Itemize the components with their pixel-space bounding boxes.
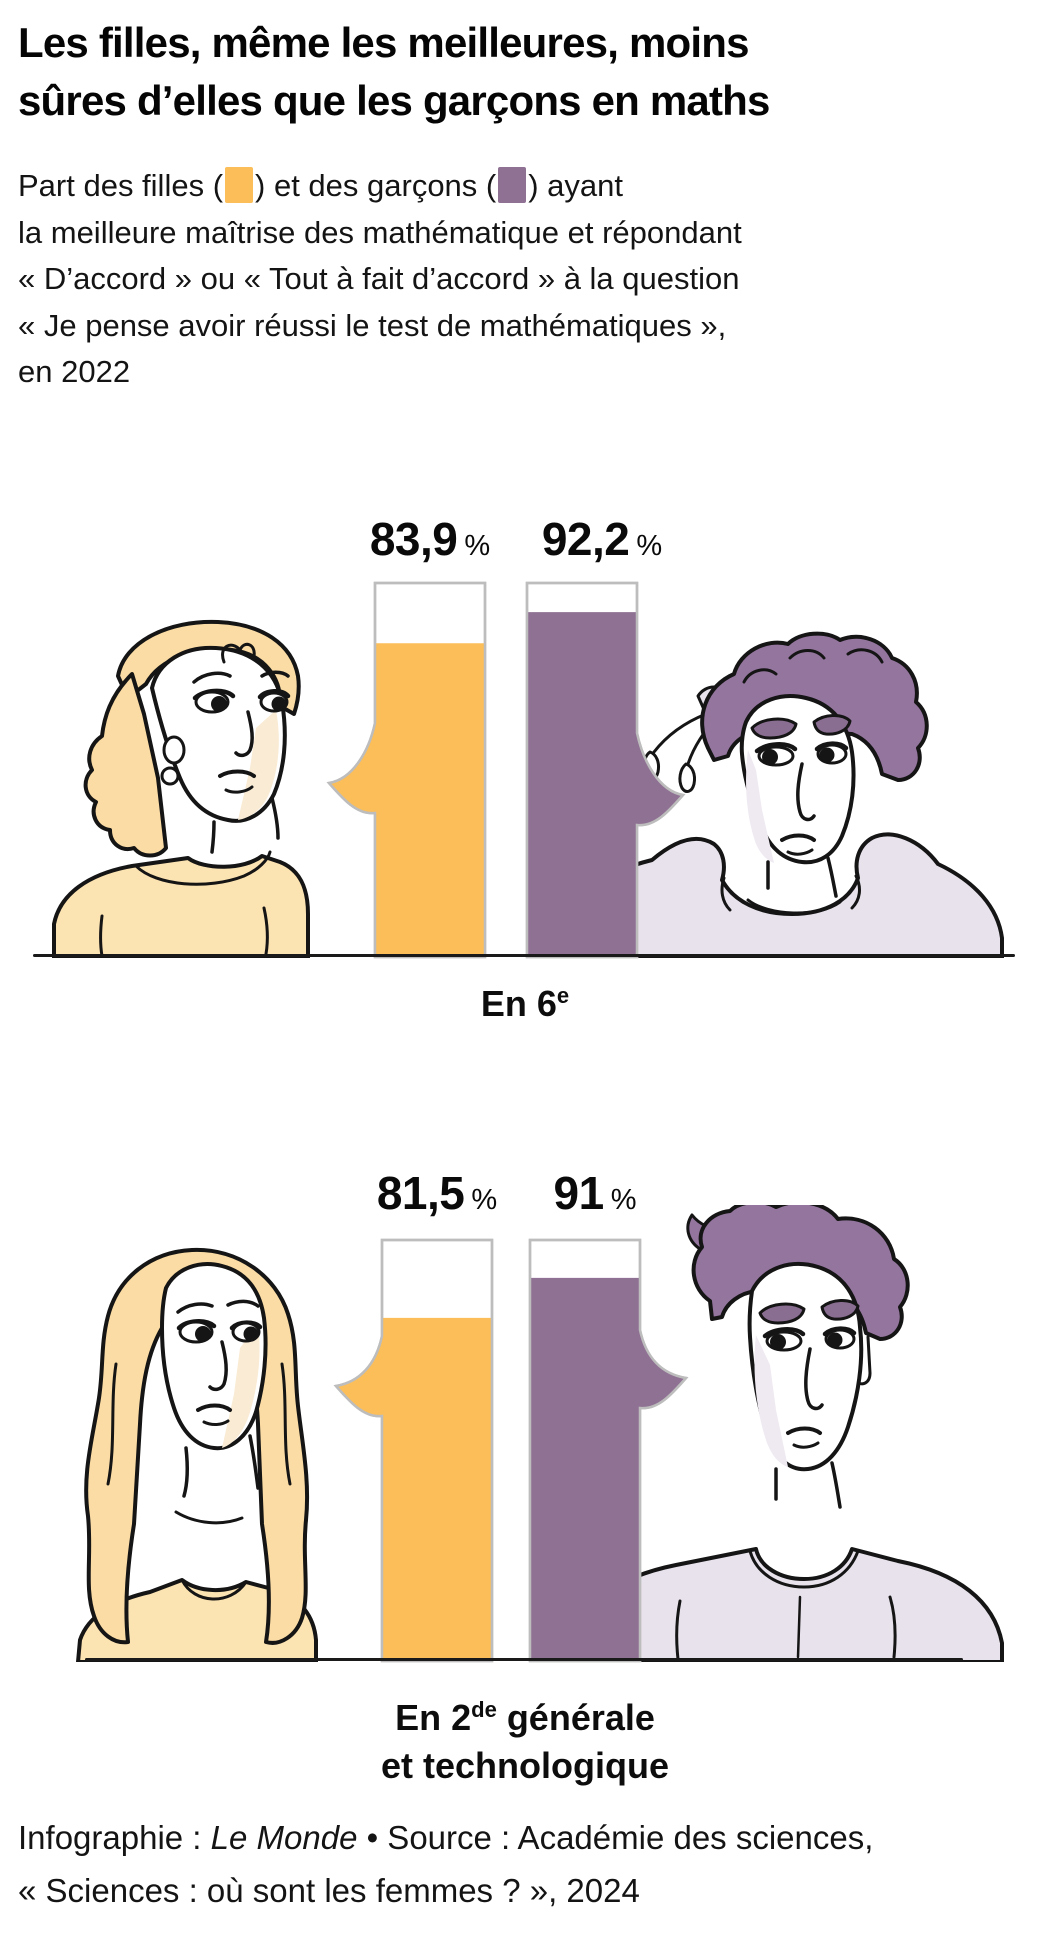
girl1-earring: [160, 766, 180, 786]
subtitle-text: ) ayant: [528, 168, 624, 203]
title-line2: sûres d’elles que les garçons en maths: [18, 76, 770, 124]
label-text: En 6: [480, 983, 557, 1024]
footer-text: • Source : Académie des sciences,: [357, 1819, 874, 1856]
girl1-pupil: [271, 696, 287, 712]
boy2-pupil: [770, 1334, 786, 1350]
legend-swatch-garcons: [498, 167, 527, 203]
footer-line1: Infographie : Le Monde • Source : Académ…: [18, 1812, 1030, 1865]
bar-filles-6e: [326, 581, 487, 959]
value-number: 83,9: [369, 513, 458, 565]
label-text: En 2: [395, 1697, 472, 1738]
girl2-face: [160, 1262, 268, 1451]
boy1-torso-hoodie: [554, 832, 1004, 958]
value-filles-6e: 83,9%: [330, 512, 530, 566]
label-text: générale: [496, 1697, 655, 1738]
girl1-features: [192, 642, 291, 854]
value-number: 92,2: [541, 513, 630, 565]
girl2-features: [174, 1299, 263, 1525]
boy-illustration-2de: [568, 1205, 1004, 1662]
value-garcons-2de: 91%: [495, 1166, 695, 1220]
bar-fill-garcons: [530, 1277, 686, 1661]
girl-illustration-2de: [76, 1247, 318, 1662]
boy-illustration-6e: [554, 631, 1004, 958]
boy1-features: [750, 714, 852, 898]
girl1-face: [150, 645, 287, 823]
footer-source-name: Le Monde: [210, 1819, 358, 1856]
percent-sign: %: [636, 530, 663, 562]
boy2-torso-tee: [568, 1547, 1004, 1662]
drawstring-aglet: [678, 762, 696, 793]
bar-garcons-2de: [528, 1238, 689, 1663]
subtitle-line4: « Je pense avoir réussi le test de mathé…: [18, 307, 727, 343]
boy2-pupil: [827, 1332, 843, 1348]
baseline-2de: [85, 1658, 963, 1661]
value-number: 91: [553, 1167, 605, 1219]
boy1-pupil: [819, 747, 835, 763]
girl1-torso-hoodie: [52, 850, 310, 958]
girl1-pupil: [211, 696, 227, 712]
value-number: 81,5: [376, 1167, 465, 1219]
label-sup: de: [471, 1697, 497, 1722]
category-label-6e: En 6e: [0, 980, 1050, 1028]
bar-garcons-6e: [525, 581, 686, 959]
girl2-pupil: [195, 1326, 211, 1342]
percent-sign: %: [610, 1184, 637, 1216]
subtitle-line1: Part des filles ( ) et des garçons ( ) aya…: [18, 160, 1030, 210]
subtitle-text: ) et des garçons (: [255, 168, 497, 203]
bar-fill-filles: [336, 1317, 492, 1661]
chart-subtitle: Part des filles ( ) et des garçons ( ) aya…: [18, 160, 1030, 396]
label-sup: e: [556, 983, 570, 1008]
value-garcons-6e: 92,2%: [502, 512, 702, 566]
category-label-2de: En 2de générale et technologique: [0, 1694, 1050, 1789]
girl2-pupil: [243, 1326, 259, 1342]
subtitle-line3: « D’accord » ou « Tout à fait d’accord »…: [18, 261, 740, 296]
bar-filles-2de: [333, 1238, 494, 1663]
baseline-6e: [33, 954, 1015, 957]
label-line2: et technologique: [381, 1744, 669, 1786]
legend-swatch-filles: [225, 167, 254, 203]
percent-sign: %: [464, 530, 491, 562]
boy1-pupil: [762, 749, 778, 765]
percent-sign: %: [471, 1184, 498, 1216]
footer-credit: Infographie : Le Monde • Source : Académ…: [18, 1812, 1030, 1918]
value-filles-2de: 81,5%: [337, 1166, 537, 1220]
footer-text: Infographie :: [18, 1819, 211, 1856]
boy2-features: [758, 1299, 860, 1509]
bar-fill-filles: [329, 643, 485, 957]
girl-illustration-6e: [52, 619, 310, 958]
label-line1: En 2de générale: [0, 1694, 1050, 1742]
footer-line2: « Sciences : où sont les femmes ? », 202…: [18, 1871, 640, 1909]
subtitle-line5: en 2022: [18, 354, 131, 389]
bar-fill-garcons: [527, 612, 683, 957]
page-title: Les filles, même les meilleures, moins s…: [18, 14, 1028, 130]
subtitle-line2: la meilleure maîtrise des mathématique e…: [18, 214, 742, 250]
girl1-hair: [83, 619, 301, 858]
title-line1: Les filles, même les meilleures, moins: [18, 19, 749, 66]
subtitle-text: Part des filles (: [18, 168, 224, 203]
